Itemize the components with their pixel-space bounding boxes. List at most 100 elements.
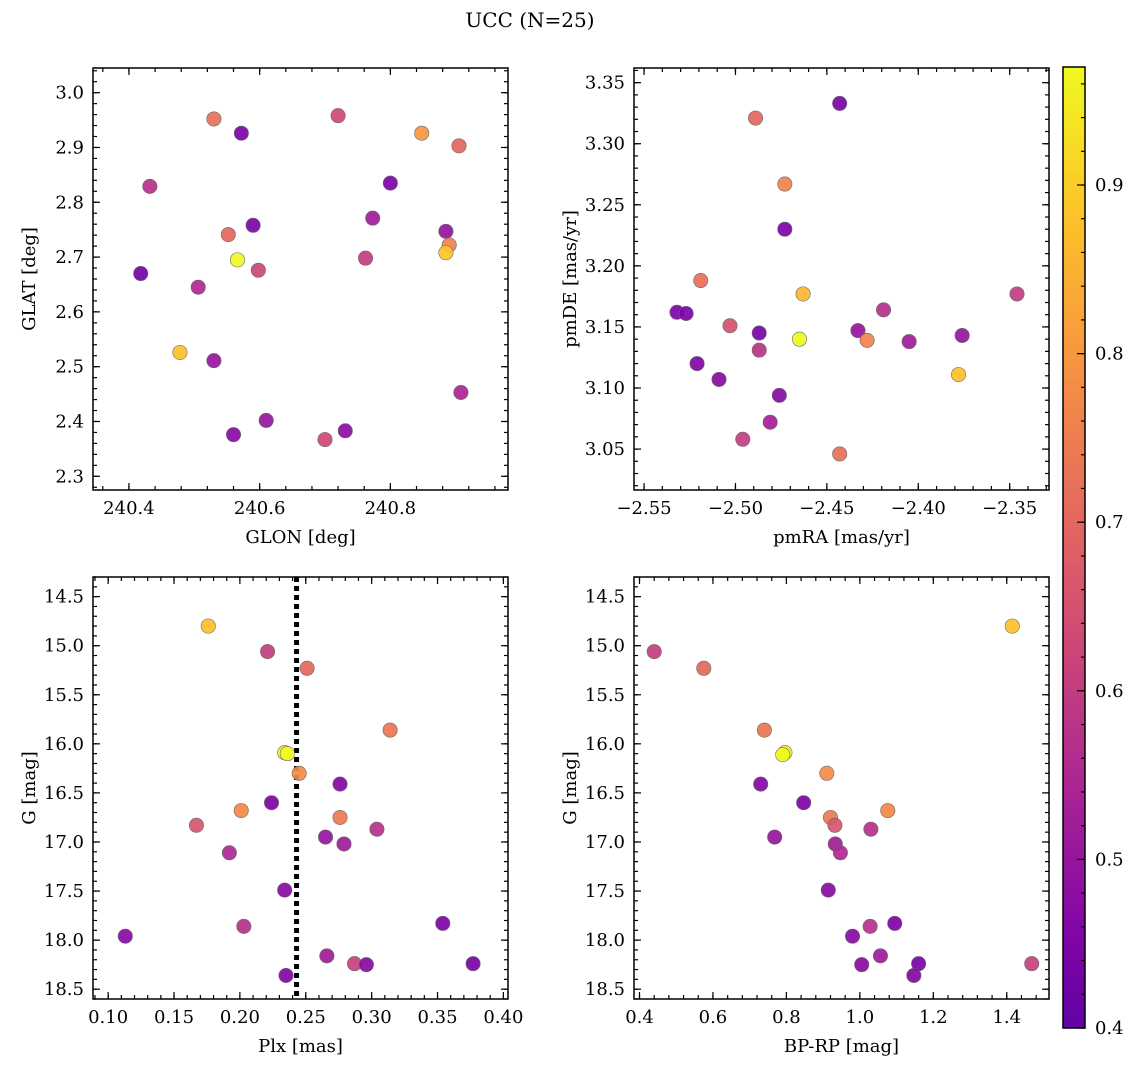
y-tick-label: 2.5 xyxy=(55,357,84,378)
data-point xyxy=(438,245,454,261)
panel-glon-glat: 240.4 240.6 240.8 2.3 2.4 2.5 2.6 2.7 2.8 2.9 3.0 G… xyxy=(19,67,509,548)
data-point xyxy=(795,286,811,302)
data-point xyxy=(277,882,293,898)
data-point xyxy=(332,809,348,825)
points xyxy=(133,108,469,448)
data-point xyxy=(200,618,216,634)
y-tick-label: 2.9 xyxy=(55,137,84,158)
data-point xyxy=(762,414,778,430)
data-point xyxy=(693,273,709,289)
data-point xyxy=(767,829,783,845)
y-tick-label: 16.0 xyxy=(585,734,625,755)
x-tick-label: 0.35 xyxy=(417,1007,457,1028)
points xyxy=(117,618,481,983)
data-point xyxy=(260,644,276,660)
data-point xyxy=(862,918,878,934)
data-point xyxy=(264,795,280,811)
data-point xyxy=(451,138,467,154)
x-axis-label: BP-RP [mag] xyxy=(784,1036,899,1057)
data-point xyxy=(819,765,835,781)
x-tick-label: −2.45 xyxy=(799,498,854,519)
data-point xyxy=(291,765,307,781)
data-point xyxy=(382,722,398,738)
y-tick-label: 15.0 xyxy=(585,636,625,657)
y-tick-label: 3.05 xyxy=(585,439,625,460)
y-tick-label: 15.5 xyxy=(585,685,625,706)
data-point xyxy=(142,178,158,194)
data-point xyxy=(365,210,381,226)
y-tick-label: 17.5 xyxy=(44,881,84,902)
x-tick-label: 240.8 xyxy=(365,498,417,519)
data-point xyxy=(330,108,346,124)
data-point xyxy=(1009,286,1025,302)
data-point xyxy=(796,795,812,811)
y-tick-label: 16.0 xyxy=(44,734,84,755)
y-tick-label: 3.30 xyxy=(585,134,625,155)
x-tick-label: 1.2 xyxy=(919,1007,948,1028)
axes-frame xyxy=(92,576,509,1000)
colorbar-tick-label: 0.9 xyxy=(1095,175,1124,196)
panel-pmra-pmde: −2.55 −2.50 −2.45 −2.40 −2.35 3.05 3.10 3.15 3.2… xyxy=(560,67,1050,548)
y-axis-label: G [mag] xyxy=(19,751,40,824)
y-tick-label: 17.0 xyxy=(44,832,84,853)
y-tick-label: 2.3 xyxy=(55,466,84,487)
points xyxy=(669,95,1025,462)
x-tick-label: −2.35 xyxy=(982,498,1037,519)
data-point xyxy=(190,279,206,295)
data-point xyxy=(317,432,333,448)
data-point xyxy=(771,387,787,403)
x-tick-label: 240.4 xyxy=(103,498,155,519)
data-point xyxy=(832,95,848,111)
data-point xyxy=(751,325,767,341)
data-point xyxy=(206,111,222,127)
data-point xyxy=(696,660,712,676)
x-axis-label: pmRA [mas/yr] xyxy=(773,527,910,548)
data-point xyxy=(245,217,261,233)
data-point xyxy=(748,110,764,126)
x-tick-label: 0.15 xyxy=(154,1007,194,1028)
data-point xyxy=(438,223,454,239)
data-point xyxy=(453,384,469,400)
colorbar-gradient xyxy=(1062,66,1086,1029)
data-point xyxy=(872,948,888,964)
data-point xyxy=(279,746,295,762)
data-point xyxy=(845,928,861,944)
data-point xyxy=(414,125,430,141)
y-tick-label: 3.25 xyxy=(585,195,625,216)
data-point xyxy=(832,845,848,861)
x-axis-label: Plx [mas] xyxy=(258,1036,343,1057)
data-point xyxy=(646,644,662,660)
y-tick-label: 17.5 xyxy=(585,881,625,902)
x-tick-label: 240.6 xyxy=(234,498,286,519)
data-point xyxy=(678,306,694,322)
data-point xyxy=(1004,618,1020,634)
data-point xyxy=(319,948,335,964)
colorbar: 0.4 0.5 0.6 0.7 0.8 0.9 xyxy=(1062,66,1124,1039)
data-point xyxy=(863,821,879,837)
data-point xyxy=(735,431,751,447)
data-point xyxy=(382,175,398,191)
data-point xyxy=(711,371,727,387)
panel-bprp-g: 0.4 0.6 0.8 1.0 1.2 1.4 14.5 15.0 15.5 16.0 16.5 17… xyxy=(560,576,1050,1057)
y-tick-label: 16.5 xyxy=(585,783,625,804)
data-point xyxy=(206,353,222,369)
y-tick-label: 3.35 xyxy=(585,73,625,94)
x-tick-label: 0.6 xyxy=(699,1007,728,1028)
panels: 240.4 240.6 240.8 2.3 2.4 2.5 2.6 2.7 2.8 2.9 3.0 G… xyxy=(19,67,1050,1057)
axes-frame xyxy=(633,67,1050,491)
data-point xyxy=(221,845,237,861)
axes-frame xyxy=(92,67,509,491)
x-tick-label: −2.55 xyxy=(616,498,671,519)
colorbar-tick-label: 0.8 xyxy=(1095,344,1124,365)
data-point xyxy=(229,252,245,268)
x-tick-label: 0.30 xyxy=(352,1007,392,1028)
data-point xyxy=(850,323,866,339)
figure-title: UCC (N=25) xyxy=(465,8,594,32)
data-point xyxy=(278,967,294,983)
data-point xyxy=(777,176,793,192)
x-tick-label: 0.4 xyxy=(625,1007,654,1028)
data-point xyxy=(236,918,252,934)
data-point xyxy=(689,356,705,372)
y-axis-label: GLAT [deg] xyxy=(19,227,40,331)
data-point xyxy=(233,125,249,141)
